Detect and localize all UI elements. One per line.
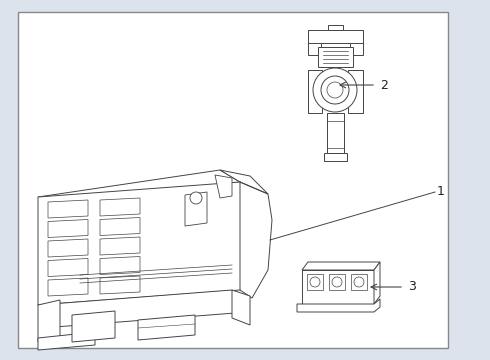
Circle shape [313,68,357,112]
Polygon shape [318,47,353,67]
Polygon shape [138,315,195,340]
Polygon shape [38,290,248,327]
Text: 1: 1 [437,185,445,198]
Polygon shape [72,311,115,342]
Polygon shape [348,70,363,113]
Polygon shape [38,332,95,350]
Polygon shape [100,237,140,255]
Polygon shape [38,170,240,210]
Polygon shape [324,153,347,161]
Polygon shape [232,290,250,325]
Polygon shape [48,278,88,296]
Bar [18,12,448,348]
Polygon shape [302,262,380,270]
Polygon shape [48,258,88,276]
Polygon shape [215,175,232,198]
Polygon shape [307,274,323,290]
Polygon shape [100,256,140,274]
Polygon shape [48,239,88,257]
Polygon shape [374,262,380,304]
Polygon shape [185,192,207,226]
Polygon shape [350,43,363,55]
Polygon shape [38,182,240,305]
Polygon shape [351,274,367,290]
Polygon shape [302,270,374,304]
Polygon shape [329,274,345,290]
Polygon shape [327,113,344,153]
Polygon shape [297,299,380,312]
Polygon shape [308,43,321,55]
Circle shape [190,192,202,204]
Polygon shape [100,276,140,294]
Polygon shape [220,170,268,194]
Polygon shape [308,30,363,47]
Polygon shape [100,217,140,235]
Polygon shape [328,25,343,30]
Polygon shape [308,70,322,113]
Circle shape [321,76,349,104]
Polygon shape [38,300,60,342]
Text: 2: 2 [380,78,388,91]
Text: 3: 3 [408,280,416,293]
Polygon shape [48,200,88,218]
Polygon shape [100,198,140,216]
Polygon shape [48,220,88,238]
